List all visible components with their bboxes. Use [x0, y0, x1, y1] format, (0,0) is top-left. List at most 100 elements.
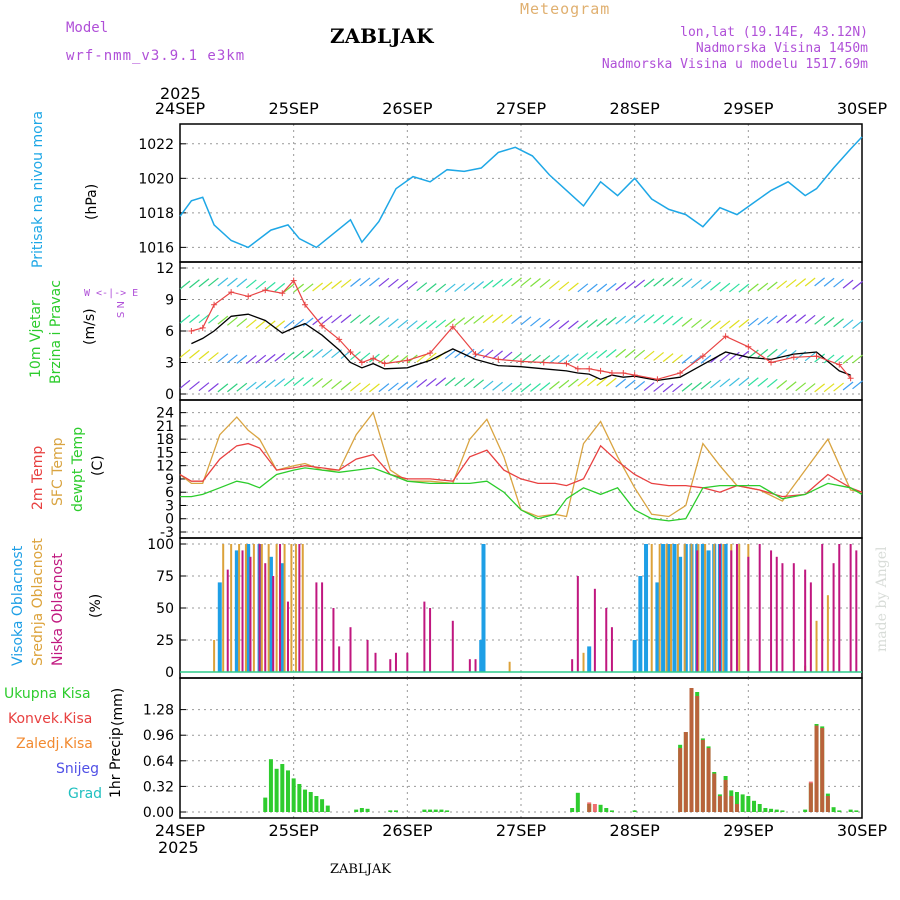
wind-barb — [425, 283, 437, 293]
x-tick-label-top: 29SEP — [723, 99, 774, 118]
low-cloud-bar — [394, 652, 397, 672]
low-cloud-bar — [809, 582, 812, 672]
wind-barb — [795, 278, 807, 288]
sfc-temp-series — [179, 411, 863, 518]
wind-barb — [463, 282, 475, 292]
low-cloud-bar — [593, 588, 596, 672]
wind-barb — [359, 383, 371, 393]
wind-barb — [662, 315, 674, 325]
wind-barb — [369, 315, 380, 325]
mid-cloud-bar — [301, 544, 304, 672]
wind-barb — [245, 381, 257, 391]
wind-barb — [283, 319, 295, 329]
wind-barb — [700, 280, 712, 290]
high-cloud-bar — [700, 544, 705, 672]
wind-barb — [397, 319, 409, 329]
y-tick-label: -3 — [160, 525, 174, 541]
wind-barb — [293, 377, 305, 387]
high-cloud-bar — [661, 544, 666, 672]
wind-barb — [776, 380, 788, 389]
total-precip-bar — [320, 799, 325, 812]
wind-barb — [245, 319, 257, 329]
pressure-series — [179, 136, 863, 249]
wind-barb — [842, 279, 854, 289]
wind-barb — [425, 377, 437, 387]
wind-barb — [653, 314, 664, 324]
wind-barb — [520, 277, 532, 287]
wind-barb — [492, 278, 503, 288]
conv-precip-bar — [729, 796, 734, 812]
total-precip-bar — [303, 789, 308, 812]
low-cloud-bar — [849, 544, 852, 672]
conv-precip-bar — [678, 748, 683, 812]
high-cloud-bar — [672, 544, 677, 672]
total-precip-bar — [803, 809, 808, 812]
low-cloud-bar — [298, 544, 301, 672]
wind-barb — [283, 377, 295, 387]
low-cloud-bar — [571, 659, 574, 672]
wind-barb — [558, 320, 570, 330]
wind-barb — [454, 283, 466, 293]
wind-barb — [236, 354, 248, 364]
total-precip-bar — [393, 810, 398, 812]
wind-barb — [359, 277, 371, 287]
wind-barb — [605, 349, 617, 358]
wind-barb — [710, 379, 721, 389]
wind-barb — [814, 383, 826, 393]
wind-barb — [501, 351, 513, 361]
wind-barb — [643, 382, 655, 392]
high-cloud-bar — [481, 544, 486, 672]
wind-barb — [776, 349, 788, 359]
wind-barb — [217, 315, 229, 325]
wind-barb — [208, 314, 219, 324]
wind-barb — [596, 283, 608, 293]
wind-barb — [492, 314, 503, 324]
wind-barb — [406, 320, 418, 330]
y-tick-label: 3 — [165, 356, 174, 372]
low-cloud-bar — [468, 659, 471, 672]
y-tick-label: 3 — [165, 498, 174, 514]
wind-barb — [757, 377, 769, 387]
wind-barb — [321, 315, 333, 325]
y-tick-label: 75 — [156, 569, 174, 585]
wind-barb — [710, 320, 721, 330]
wind-barb — [804, 314, 816, 324]
wind-barb — [444, 350, 456, 360]
y-tick-label: 15 — [156, 445, 174, 461]
wind-barb — [757, 282, 769, 292]
low-cloud-bar — [423, 601, 426, 672]
wind-barb — [662, 353, 674, 363]
wind-barb — [605, 282, 617, 292]
y-tick-label: 18 — [156, 432, 174, 448]
wind-barb — [586, 377, 598, 387]
wind-barb — [539, 382, 551, 392]
total-precip-bar — [268, 759, 273, 812]
total-precip-bar — [604, 808, 609, 812]
wind-barb — [302, 283, 314, 293]
total-precip-bar — [746, 796, 751, 812]
wind-barb — [747, 317, 759, 327]
x-tick-label-bottom: 28SEP — [610, 821, 661, 840]
mid-cloud-bar — [238, 544, 241, 672]
wind-barb — [729, 283, 740, 293]
wind-barb — [776, 280, 788, 290]
low-cloud-bar — [374, 652, 377, 672]
wind-barb — [766, 378, 778, 388]
panel-frame — [179, 123, 863, 263]
low-cloud-bar — [838, 544, 841, 672]
wind-barb — [539, 318, 551, 328]
wind-barb — [473, 281, 485, 290]
wind-barb — [302, 317, 314, 327]
wind-barb — [795, 382, 807, 392]
wind-barb — [236, 278, 248, 288]
wind-barb — [766, 315, 778, 325]
y-tick-label: 1.28 — [143, 703, 174, 719]
wind-barb — [274, 378, 286, 388]
y-tick-label: 50 — [156, 601, 174, 617]
model-label: Model — [66, 20, 109, 36]
low-cloud-bar — [315, 582, 318, 672]
y-tick-label: 9 — [165, 472, 174, 488]
total-precip-bar — [848, 809, 853, 812]
legend-snow: Snijeg — [56, 761, 100, 777]
x-tick-label-top: 26SEP — [382, 99, 433, 118]
